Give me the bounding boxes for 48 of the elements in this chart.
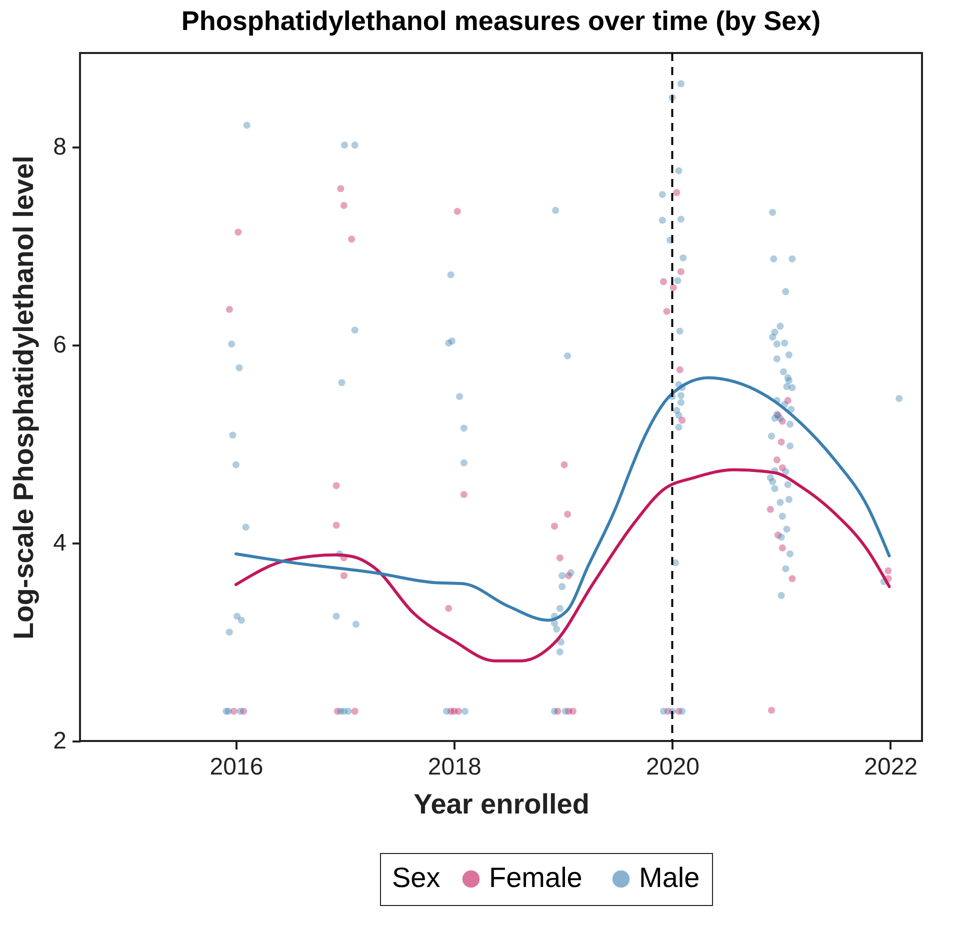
legend-title: Sex xyxy=(392,862,440,893)
point xyxy=(348,236,356,243)
point xyxy=(673,189,680,196)
y-tick-label: 2 xyxy=(53,728,66,754)
point xyxy=(556,554,564,562)
point xyxy=(773,456,780,464)
point xyxy=(660,278,668,286)
x-tick-label: 2016 xyxy=(210,754,264,780)
point xyxy=(766,506,774,513)
point xyxy=(550,522,558,530)
point xyxy=(460,490,468,498)
point xyxy=(226,306,233,313)
y-tick-label: 8 xyxy=(53,134,66,161)
point xyxy=(564,510,572,518)
x-axis-title: Year enrolled xyxy=(414,788,590,820)
point xyxy=(778,544,786,552)
line-series xyxy=(234,468,891,662)
point xyxy=(454,208,461,215)
y-tick-label: 4 xyxy=(53,530,66,557)
chart-title: Phosphatidylethanol measures over time (by Sex) xyxy=(181,6,821,36)
point xyxy=(663,308,670,315)
point xyxy=(445,604,452,612)
point xyxy=(340,202,348,209)
line-series xyxy=(234,376,891,622)
point xyxy=(788,575,796,582)
y-tick-label: 6 xyxy=(53,332,66,359)
point xyxy=(676,366,684,374)
point xyxy=(340,572,348,580)
point xyxy=(778,438,785,446)
point xyxy=(768,706,776,714)
point xyxy=(351,708,358,715)
point xyxy=(678,416,686,424)
point xyxy=(454,708,462,715)
legend-label: Male xyxy=(639,862,700,893)
point xyxy=(560,461,568,468)
point xyxy=(332,522,340,529)
legend-label: Female xyxy=(489,862,582,893)
point xyxy=(337,185,344,192)
point xyxy=(332,482,340,490)
x-tick-label: 2020 xyxy=(646,754,700,780)
x-tick-label: 2022 xyxy=(864,754,918,780)
point xyxy=(569,708,577,715)
x-tick-label: 2018 xyxy=(428,754,482,780)
point xyxy=(670,284,677,292)
point xyxy=(884,567,892,574)
y-axis-title: Log-scale Phosphatidylethanol level xyxy=(8,156,40,640)
point xyxy=(677,268,684,276)
point xyxy=(234,228,242,236)
